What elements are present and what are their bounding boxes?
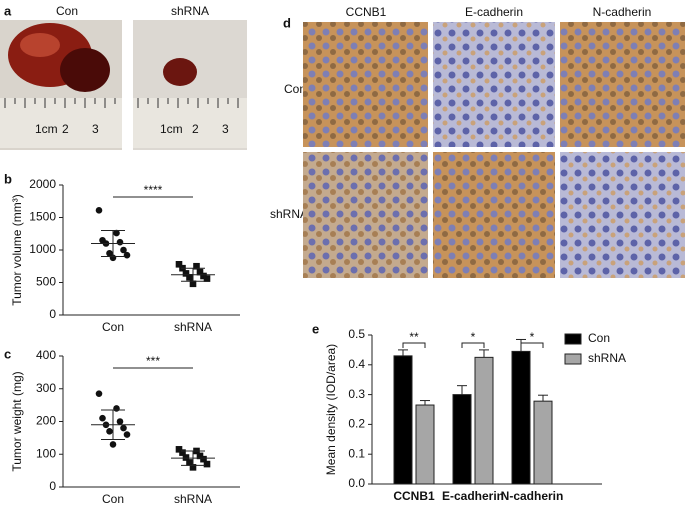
ruler-label: 1cm (35, 122, 58, 136)
data-point (116, 238, 124, 246)
significance-bracket (461, 342, 485, 348)
bar (474, 356, 494, 485)
data-point (175, 261, 183, 268)
y-tick-label: 500 (36, 275, 56, 289)
y-tick-label: 200 (36, 414, 56, 428)
x-tick-label: CCNB1 (393, 489, 435, 503)
ruler-label: 2 (62, 122, 69, 136)
y-tick-label: 1500 (29, 210, 56, 224)
panel-label: b (4, 171, 12, 186)
data-point (109, 441, 117, 448)
significance-bracket (402, 342, 426, 348)
data-point (120, 424, 127, 432)
row-header: Con (284, 82, 306, 96)
y-tick-label: 100 (36, 446, 56, 460)
ihc-image (303, 22, 685, 278)
y-tick-label: 0.3 (348, 387, 365, 401)
photo (0, 20, 122, 150)
y-tick-label: 1000 (29, 242, 56, 256)
data-point (106, 428, 113, 435)
data-point (203, 460, 211, 468)
data-point (200, 272, 207, 280)
y-tick-label: 0.5 (348, 327, 365, 341)
data-point (120, 246, 127, 254)
significance: * (471, 330, 476, 344)
data-point (179, 449, 186, 456)
y-tick-label: 2000 (29, 177, 56, 191)
data-point (113, 405, 120, 412)
bar (533, 400, 553, 485)
y-tick-label: 0.2 (348, 417, 365, 431)
data-point (196, 268, 204, 276)
data-point (189, 464, 197, 471)
significance-bracket (520, 342, 544, 348)
y-axis-title: Tumor weight (mg) (10, 371, 24, 471)
significance: * (530, 330, 535, 344)
y-tick-label: 300 (36, 381, 56, 395)
data-point (106, 249, 113, 257)
x-tick-label: Con (102, 492, 124, 505)
y-axis-title: Tumor volume (mm³) (10, 194, 24, 306)
y-tick-label: 0.0 (348, 476, 365, 490)
data-point (123, 251, 131, 259)
data-point (186, 459, 193, 466)
x-tick-label: shRNA (174, 320, 212, 334)
y-axis-title: Mean density (IOD/area) (324, 344, 338, 475)
y-tick-label: 0.4 (348, 357, 365, 371)
data-point (203, 275, 211, 282)
significance: *** (146, 354, 160, 368)
legend-swatch (564, 333, 582, 345)
ruler-label: 2 (192, 122, 199, 136)
panel-label: c (4, 346, 11, 361)
significance: **** (144, 183, 163, 197)
photo-label: Con (56, 4, 78, 18)
data-point (113, 229, 120, 237)
bar (452, 394, 472, 485)
ruler-label: 3 (92, 122, 99, 136)
bar (415, 404, 435, 485)
y-tick-label: 0 (49, 307, 56, 321)
y-tick-label: 0.1 (348, 446, 365, 460)
data-point (182, 454, 190, 461)
legend-label: Con (588, 331, 610, 345)
data-point (95, 390, 103, 397)
row-header: shRNA (270, 207, 308, 221)
y-tick-label: 0 (49, 479, 56, 493)
data-point (99, 414, 106, 422)
panel-label: d (283, 15, 291, 30)
y-tick-label: 400 (36, 348, 56, 362)
data-point (116, 418, 124, 425)
data-point (189, 280, 197, 288)
x-tick-label: N-cadherin (501, 489, 564, 503)
data-point (193, 262, 200, 270)
data-point (95, 207, 103, 214)
x-tick-label: Con (102, 320, 124, 334)
data-point (186, 274, 193, 281)
data-point (123, 431, 131, 438)
bar (393, 355, 413, 485)
legend-swatch (564, 353, 582, 365)
x-tick-label: shRNA (174, 492, 212, 505)
significance: ** (409, 330, 419, 344)
column-header: CCNB1 (346, 5, 387, 19)
data-point (182, 270, 190, 277)
photo-label: shRNA (171, 4, 209, 18)
x-tick-label: E-cadherin (442, 489, 504, 503)
column-header: N-cadherin (593, 5, 652, 19)
panel-label: a (4, 3, 12, 18)
column-header: E-cadherin (465, 5, 523, 19)
ruler-label: 1cm (160, 122, 183, 136)
bar (511, 350, 531, 485)
panel-label: e (312, 321, 319, 336)
legend-label: shRNA (588, 351, 626, 365)
data-point (200, 455, 207, 463)
data-point (175, 446, 183, 453)
data-point (196, 452, 204, 460)
ruler-label: 3 (222, 122, 229, 136)
photo (133, 20, 247, 150)
